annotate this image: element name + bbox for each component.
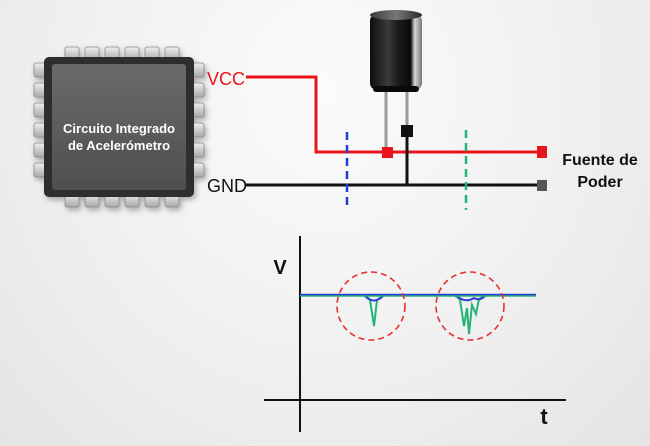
vcc-wire (246, 75, 542, 154)
capacitor-base (373, 86, 419, 92)
disturbance-highlight-2 (435, 271, 505, 341)
plot-y-label: V (273, 257, 287, 279)
blue-dip-2 (457, 296, 485, 302)
capacitor-top (370, 10, 422, 20)
power-supply-label-line1: Fuente de (562, 152, 638, 169)
chip-label-line1: Circuito Integrado (63, 121, 175, 136)
vcc-label: VCC (207, 69, 245, 89)
voltage-time-plot: V t (264, 236, 566, 432)
vcc-output-terminal (537, 146, 547, 158)
chip-body (52, 64, 186, 190)
blue-dip-1 (365, 296, 383, 302)
capacitor (370, 10, 422, 152)
wires (246, 75, 547, 191)
capacitor-body (370, 14, 422, 90)
gnd-output-terminal (537, 180, 547, 191)
accelerometer-chip: Circuito Integrado de Acelerómetro (33, 46, 205, 208)
plot-x-label: t (540, 404, 548, 429)
disturbance-highlight-1 (336, 271, 406, 341)
green-dip-2 (454, 295, 487, 335)
gnd-label: GND (207, 176, 247, 196)
chip-label-line2: de Acelerómetro (68, 138, 170, 153)
capacitor-terminal-node (401, 125, 413, 137)
vcc-junction-node (382, 147, 393, 158)
power-supply-label-line2: Poder (577, 174, 622, 191)
